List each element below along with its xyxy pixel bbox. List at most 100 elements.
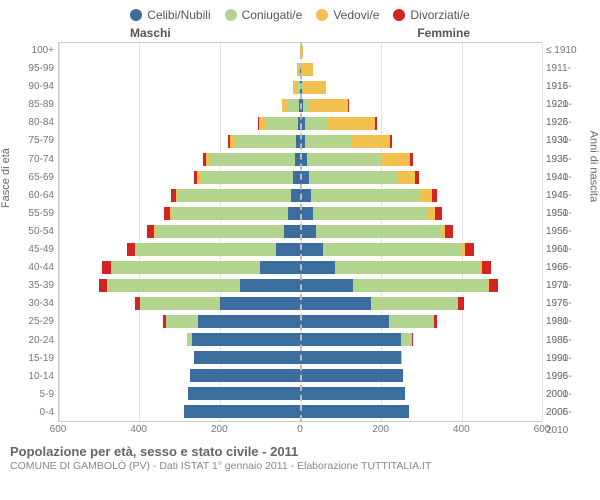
male-bar <box>59 169 301 187</box>
x-tick: 600 <box>534 424 551 435</box>
segment-coniugati <box>401 351 402 364</box>
birth-year-tick: 1971-1975 <box>546 277 590 295</box>
segment-divorziati <box>348 99 349 112</box>
segment-coniugati <box>288 99 299 112</box>
male-bar <box>59 349 301 367</box>
segment-coniugati <box>111 261 260 274</box>
chart-title: Popolazione per età, sesso e stato civil… <box>10 444 590 459</box>
segment-celibi <box>188 387 301 400</box>
male-bar <box>59 61 301 79</box>
segment-coniugati <box>323 243 462 256</box>
legend-item: Divorziati/e <box>393 8 469 22</box>
female-bar <box>301 151 543 169</box>
segment-divorziati <box>458 297 464 310</box>
legend-label: Celibi/Nubili <box>147 8 210 22</box>
segment-divorziati <box>412 333 413 346</box>
segment-celibi <box>301 225 316 238</box>
segment-coniugati <box>107 279 240 292</box>
segment-celibi <box>194 351 301 364</box>
birth-year-tick: 1941-1945 <box>546 169 590 187</box>
birth-year-tick: 1976-1980 <box>546 295 590 313</box>
segment-divorziati <box>147 225 154 238</box>
birth-year-axis: ≤ 19101911-19151916-19201921-19251926-19… <box>542 42 590 422</box>
segment-celibi <box>301 351 402 364</box>
legend-swatch <box>130 9 142 21</box>
segment-celibi <box>198 315 301 328</box>
legend-swatch <box>225 9 237 21</box>
segment-divorziati <box>435 207 441 220</box>
birth-year-tick: 1921-1925 <box>546 96 590 114</box>
birth-year-tick: 1991-1995 <box>546 350 590 368</box>
segment-divorziati <box>434 315 437 328</box>
segment-divorziati <box>390 135 392 148</box>
female-bar <box>301 259 543 277</box>
segment-vedovi <box>304 81 326 94</box>
legend-swatch <box>316 9 328 21</box>
segment-celibi <box>284 225 300 238</box>
legend-label: Vedovi/e <box>333 8 379 22</box>
segment-coniugati <box>210 153 295 166</box>
birth-year-tick: 1931-1935 <box>546 132 590 150</box>
segment-divorziati <box>489 279 498 292</box>
segment-coniugati <box>172 207 289 220</box>
birth-year-tick: ≤ 1910 <box>546 42 590 60</box>
segment-celibi <box>184 405 301 418</box>
female-bar <box>301 295 543 313</box>
segment-vedovi <box>381 153 409 166</box>
segment-celibi <box>301 261 335 274</box>
birth-year-tick: 1916-1920 <box>546 78 590 96</box>
segment-celibi <box>301 387 406 400</box>
age-tick: 0-4 <box>10 404 54 422</box>
birth-year-tick: 1911-1915 <box>546 60 590 78</box>
birth-year-tick: 1956-1960 <box>546 223 590 241</box>
male-bar <box>59 205 301 223</box>
male-bar <box>59 187 301 205</box>
segment-divorziati <box>410 153 413 166</box>
female-bar <box>301 331 543 349</box>
male-bar <box>59 331 301 349</box>
legend-item: Coniugati/e <box>225 8 303 22</box>
male-bar <box>59 223 301 241</box>
female-bar <box>301 97 543 115</box>
age-tick: 70-74 <box>10 151 54 169</box>
segment-coniugati <box>135 243 276 256</box>
segment-divorziati <box>415 171 419 184</box>
x-tick: 200 <box>372 424 389 435</box>
age-tick: 65-69 <box>10 169 54 187</box>
age-tick: 50-54 <box>10 223 54 241</box>
male-bar <box>59 97 301 115</box>
x-tick: 400 <box>130 424 147 435</box>
female-bar <box>301 277 543 295</box>
segment-celibi <box>301 405 410 418</box>
segment-celibi <box>260 261 300 274</box>
female-bar <box>301 43 543 61</box>
segment-coniugati <box>313 207 428 220</box>
segment-coniugati <box>305 135 351 148</box>
x-tick: 0 <box>297 424 303 435</box>
segment-divorziati <box>99 279 107 292</box>
age-tick: 30-34 <box>10 295 54 313</box>
header-females: Femmine <box>417 26 470 40</box>
segment-coniugati <box>311 189 420 202</box>
segment-celibi <box>301 243 323 256</box>
birth-year-tick: 1946-1950 <box>546 187 590 205</box>
x-axis: 6004002000200400600 <box>58 422 542 438</box>
male-bar <box>59 403 301 421</box>
segment-coniugati <box>335 261 480 274</box>
male-bar <box>59 295 301 313</box>
age-tick: 10-14 <box>10 368 54 386</box>
female-bar <box>301 61 543 79</box>
male-bar <box>59 367 301 385</box>
female-bar <box>301 349 543 367</box>
segment-coniugati <box>309 171 398 184</box>
chart-footer: Popolazione per età, sesso e stato civil… <box>10 444 590 472</box>
segment-celibi <box>240 279 300 292</box>
segment-vedovi <box>420 189 432 202</box>
segment-coniugati <box>353 279 488 292</box>
segment-divorziati <box>465 243 474 256</box>
birth-year-tick: 1981-1985 <box>546 313 590 331</box>
female-bar <box>301 205 543 223</box>
segment-vedovi <box>259 117 266 130</box>
age-tick: 45-49 <box>10 241 54 259</box>
segment-vedovi <box>352 135 390 148</box>
